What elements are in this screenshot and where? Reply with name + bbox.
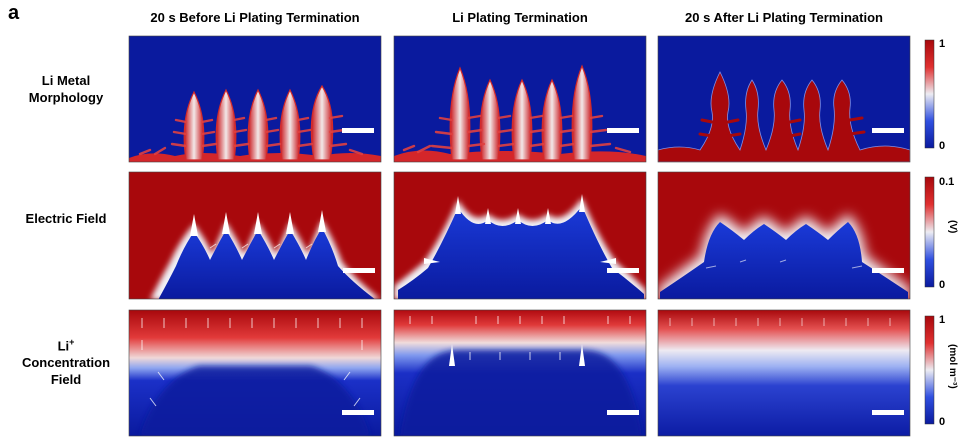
row-label-electric-field: Electric Field <box>8 210 124 227</box>
colorbar-morphology-min: 0 <box>939 140 946 152</box>
colorbar-electric-field-unit: (V) <box>947 220 958 234</box>
electric-field-before-panel <box>129 172 381 299</box>
colorbar-concentration-max: 1 <box>939 314 946 326</box>
scale-bar <box>342 128 374 133</box>
scale-bar <box>342 410 374 415</box>
scale-bar <box>607 268 639 273</box>
scale-bar <box>607 410 639 415</box>
scale-bar <box>343 268 375 273</box>
colorbar-concentration-unit: (mol m⁻³) <box>947 344 958 389</box>
electric-field-after-panel <box>658 172 910 299</box>
electric-field-termination-panel <box>394 172 646 299</box>
scale-bar <box>872 410 904 415</box>
concentration-termination-panel <box>394 310 646 436</box>
column-title-before: 20 s Before Li Plating Termination <box>150 10 360 25</box>
morphology-before-panel <box>129 36 381 162</box>
row-label-morphology-line1: Li Metal <box>41 73 91 88</box>
column-title-termination: Li Plating Termination <box>452 10 588 25</box>
colorbar-concentration <box>924 315 935 425</box>
row-label-concentration-line2: Concentration <box>21 355 111 371</box>
colorbar-electric-field <box>924 176 935 288</box>
morphology-termination-panel <box>394 36 646 162</box>
colorbar-electric-field-max: 0.1 <box>939 176 955 188</box>
column-title-after: 20 s After Li Plating Termination <box>685 10 883 25</box>
row-label-concentration-line1: Li+ <box>57 337 75 354</box>
morphology-after-panel <box>658 36 910 162</box>
row-label-morphology-line2: Morphology <box>28 90 104 105</box>
row-label-morphology: Li Metal Morphology <box>8 72 124 106</box>
colorbar-morphology <box>924 39 935 149</box>
concentration-after-panel <box>658 310 910 436</box>
colorbar-concentration-min: 0 <box>939 416 946 428</box>
colorbar-electric-field-min: 0 <box>939 279 946 291</box>
scale-bar <box>872 268 904 273</box>
colorbar-morphology-max: 1 <box>939 38 946 50</box>
row-label-electric-field-line1: Electric Field <box>25 211 107 226</box>
panel-letter: a <box>8 2 20 24</box>
row-label-concentration: Li+ Concentration Field <box>8 334 124 388</box>
concentration-before-panel <box>129 310 381 436</box>
scale-bar <box>872 128 904 133</box>
row-label-concentration-line3: Field <box>50 372 82 388</box>
scale-bar <box>607 128 639 133</box>
